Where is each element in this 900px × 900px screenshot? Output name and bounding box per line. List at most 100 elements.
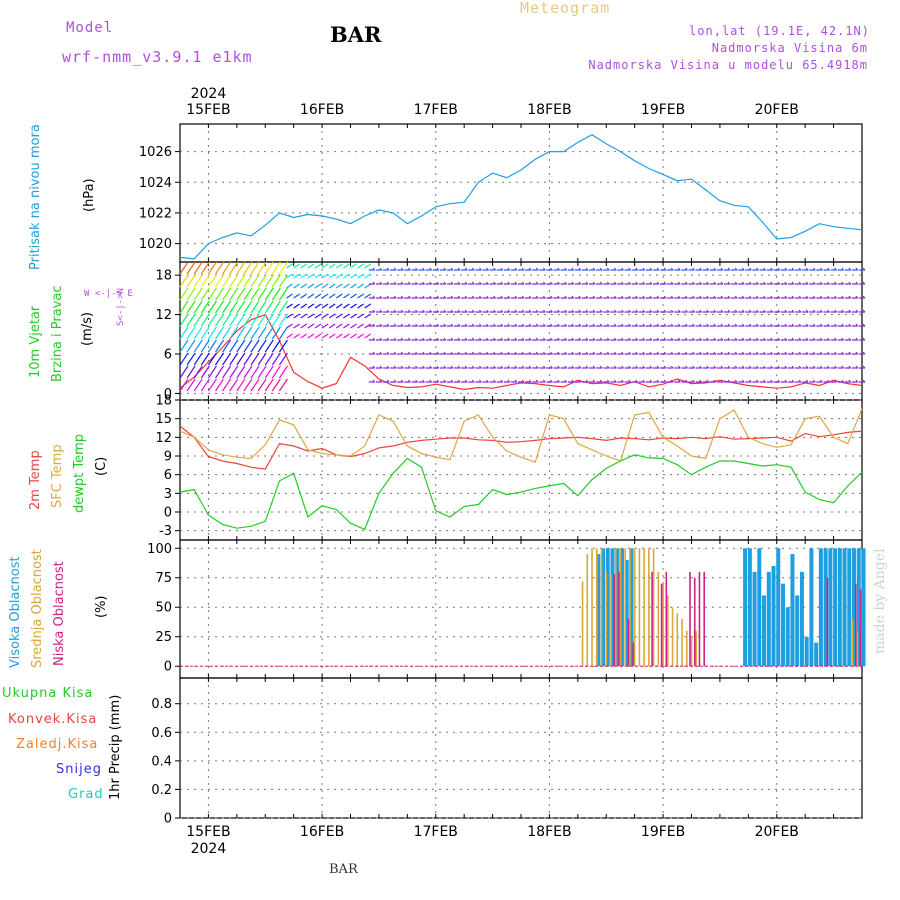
wind-arrow-head bbox=[706, 323, 710, 327]
wind-arrow-head bbox=[415, 267, 418, 271]
wind-arrow bbox=[293, 303, 300, 309]
wind-arrow-head bbox=[571, 281, 575, 285]
wind-arrow-head bbox=[578, 309, 582, 313]
cloud-bar bbox=[600, 548, 603, 667]
series-line-pressure bbox=[179, 134, 863, 260]
wind-arrow bbox=[222, 378, 232, 392]
wind-arrow-head bbox=[635, 365, 639, 369]
wind-arrow-head bbox=[770, 351, 773, 355]
wind-arrow bbox=[222, 365, 232, 379]
wind-arrow-head bbox=[585, 309, 589, 313]
wind-arrow-head bbox=[756, 379, 759, 383]
wind-arrow-head bbox=[720, 309, 724, 313]
wind-arrow-head bbox=[479, 323, 482, 327]
wind-arrow-head bbox=[642, 337, 646, 341]
wind-arrow-head bbox=[557, 337, 560, 341]
wind-arrow bbox=[343, 263, 350, 269]
wind-arrow-head bbox=[457, 267, 461, 271]
wind-arrow-head bbox=[713, 309, 717, 313]
wind-arrow-head bbox=[599, 267, 603, 271]
wind-arrow-head bbox=[621, 267, 624, 271]
wind-arrow-head bbox=[550, 309, 553, 313]
wind-arrow-head bbox=[599, 323, 603, 327]
wind-arrow-head bbox=[820, 351, 823, 355]
wind-arrow-head bbox=[834, 337, 837, 341]
cloud-bar bbox=[743, 548, 748, 667]
wind-arrow-head bbox=[656, 351, 660, 355]
cloud-bar bbox=[852, 548, 857, 667]
wind-arrow bbox=[257, 352, 267, 366]
wind-arrow-head bbox=[372, 267, 376, 271]
wind-arrow-head bbox=[585, 351, 589, 355]
cloud-bar bbox=[605, 571, 608, 667]
cloud-bar bbox=[771, 565, 776, 667]
wind-arrow-head bbox=[777, 379, 781, 383]
wind-arrow-head bbox=[777, 267, 781, 271]
wind-arrow bbox=[229, 365, 239, 379]
elevation: Nadmorska Visina 6m bbox=[711, 41, 868, 55]
wind-arrow-head bbox=[379, 295, 383, 299]
wind-arrow-head bbox=[812, 295, 816, 299]
wind-arrow bbox=[193, 365, 203, 379]
wind-arrow-head bbox=[493, 267, 496, 271]
wind-arrow-head bbox=[400, 309, 404, 313]
wind-arrow-head bbox=[748, 379, 752, 383]
wind-arrow-head bbox=[379, 281, 383, 285]
wind-arrow bbox=[293, 293, 300, 299]
wind-arrow-head bbox=[670, 295, 674, 299]
wind-arrow-head bbox=[585, 365, 589, 369]
wind-arrow bbox=[286, 313, 293, 319]
wind-arrow-head bbox=[628, 267, 631, 271]
wind-arrow bbox=[364, 273, 372, 279]
wind-arrow-head bbox=[855, 295, 859, 299]
panel-frame bbox=[179, 677, 863, 819]
cloud-bar bbox=[766, 571, 771, 667]
wind-arrow bbox=[264, 274, 274, 288]
wind-arrow bbox=[300, 313, 308, 319]
station-title: BAR bbox=[330, 22, 382, 47]
wind-compass-we: W <-|-> E bbox=[84, 289, 133, 299]
wind-arrow-head bbox=[557, 309, 560, 313]
wind-arrow bbox=[357, 273, 364, 279]
wind-arrow bbox=[278, 287, 288, 301]
wind-arrow bbox=[350, 323, 357, 329]
wind-arrow bbox=[307, 273, 315, 279]
wind-arrow-head bbox=[727, 379, 731, 383]
wind-arrow-head bbox=[542, 309, 546, 313]
wind-arrow bbox=[236, 287, 246, 301]
wind-arrow bbox=[215, 313, 225, 327]
wind-arrow-head bbox=[571, 323, 575, 327]
wind-arrow-head bbox=[635, 309, 639, 313]
wind-arrow-head bbox=[862, 351, 866, 355]
wind-arrow-head bbox=[450, 351, 454, 355]
wind-arrow-head bbox=[770, 323, 773, 327]
wind-arrow bbox=[193, 313, 203, 327]
cloud-bar bbox=[614, 548, 617, 667]
wind-arrow-head bbox=[621, 351, 624, 355]
wind-arrow-head bbox=[542, 267, 546, 271]
wind-arrow-head bbox=[692, 323, 695, 327]
wind-arrow-head bbox=[550, 267, 553, 271]
wind-arrow-head bbox=[663, 351, 667, 355]
wind-arrow bbox=[271, 326, 281, 340]
wind-arrow-head bbox=[784, 379, 788, 383]
wind-arrow-head bbox=[827, 379, 830, 383]
wind-arrow-head bbox=[436, 379, 440, 383]
wind-arrow-head bbox=[727, 323, 731, 327]
wind-arrow-head bbox=[748, 351, 752, 355]
wind-arrow-head bbox=[720, 365, 724, 369]
wind-arrow-head bbox=[486, 365, 489, 369]
wind-arrow-head bbox=[429, 309, 432, 313]
cloud-bar bbox=[633, 548, 636, 667]
wind-arrow bbox=[321, 323, 329, 329]
cloud-bar bbox=[624, 548, 626, 667]
wind-arrow bbox=[314, 303, 322, 309]
wind-arrow bbox=[257, 300, 267, 314]
wind-arrow-head bbox=[614, 379, 617, 383]
wind-arrow-head bbox=[521, 267, 525, 271]
wind-arrow-head bbox=[542, 295, 546, 299]
wind-arrow-head bbox=[542, 323, 546, 327]
wind-arrow-head bbox=[862, 337, 866, 341]
wind-arrow-head bbox=[471, 351, 475, 355]
wind-arrow-head bbox=[393, 309, 397, 313]
